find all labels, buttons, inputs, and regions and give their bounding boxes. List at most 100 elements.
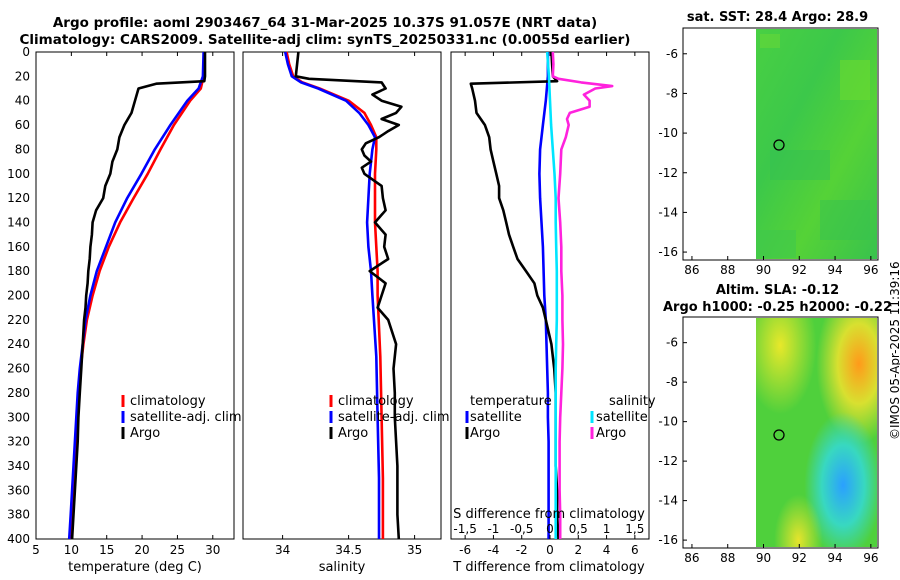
map-lon-tick-label: 90 xyxy=(756,551,771,565)
map-lon-tick-label: 86 xyxy=(684,551,699,565)
s-difference-tick-label: 0,5 xyxy=(569,522,588,536)
depth-tick-label: 240 xyxy=(7,337,30,351)
t-difference-tick-label: 6 xyxy=(631,543,639,557)
temperature-satellite-adj-clim-line xyxy=(67,51,205,540)
depth-tick-label: 280 xyxy=(7,386,30,400)
depth-tick-label: 220 xyxy=(7,313,30,327)
map-lon-tick-label: 96 xyxy=(863,263,878,277)
temperature-panel-frame xyxy=(35,51,235,540)
salinity-tick-label: 35 xyxy=(407,543,422,557)
depth-tick-label: 140 xyxy=(7,215,30,229)
depth-tick-label: 200 xyxy=(7,289,30,303)
temperature-tick-label: 15 xyxy=(99,543,114,557)
map-lat-tick-label: -16 xyxy=(658,533,678,547)
depth-tick-label: 20 xyxy=(15,69,30,83)
map-lon-tick-label: 92 xyxy=(792,263,807,277)
sst-map-title: sat. SST: 28.4 Argo: 28.9 xyxy=(686,10,869,25)
t-difference-tick-label: 4 xyxy=(603,543,611,557)
map-lat-tick-label: -10 xyxy=(658,126,678,140)
t-difference-axis-label: T difference from climatology xyxy=(452,560,645,575)
depth-tick-label: 100 xyxy=(7,167,30,181)
salinity-panel-frame xyxy=(242,51,442,540)
depth-tick-label: 340 xyxy=(7,459,30,473)
map-lat-tick-label: -14 xyxy=(658,494,678,508)
salinity-tick-label: 34 xyxy=(275,543,290,557)
salinity-argo-line xyxy=(294,51,403,540)
map-lat-tick-label: -12 xyxy=(658,454,678,468)
temperature-axis-label: temperature (deg C) xyxy=(68,560,202,575)
difference-s-argo-line xyxy=(551,51,614,539)
depth-tick-label: 160 xyxy=(7,240,30,254)
depth-tick-label: 320 xyxy=(7,435,30,449)
t-difference-tick-label: -4 xyxy=(487,543,499,557)
sla-map: 86 88 90 92 94 96 -6 -8 -10 -12 -14 -16 xyxy=(658,316,879,565)
s-difference-tick-label: -1,5 xyxy=(453,522,476,536)
salinity-tick-label: 34.5 xyxy=(335,543,362,557)
difference-s-satellite-line xyxy=(545,51,559,539)
difference-t-satellite-line xyxy=(538,52,550,539)
map-lon-tick-label: 90 xyxy=(756,263,771,277)
argo-location-marker xyxy=(773,139,785,151)
map-lat-tick-label: -14 xyxy=(658,205,678,219)
map-lon-tick-label: 96 xyxy=(863,551,878,565)
map-lat-tick-label: -10 xyxy=(658,415,678,429)
s-difference-axis-label: S difference from climatology xyxy=(453,507,645,522)
salinity-axis-label: salinity xyxy=(319,560,366,575)
map-lon-tick-label: 94 xyxy=(827,263,842,277)
s-difference-tick-label: 0 xyxy=(546,522,554,536)
salinity-panel: 34 34.5 35 salinity climatology satellite-… xyxy=(242,51,450,575)
s-difference-tick-label: -0,5 xyxy=(510,522,533,536)
map-lat-tick-label: -16 xyxy=(658,245,678,259)
legend-climatology: climatology xyxy=(130,394,206,409)
argo-location-marker xyxy=(773,429,785,441)
depth-tick-label: 40 xyxy=(15,94,30,108)
legend-temperature-title: temperature xyxy=(470,394,552,409)
depth-tick-label: 80 xyxy=(15,142,30,156)
map-lon-tick-label: 88 xyxy=(720,551,735,565)
legend-s-argo: Argo xyxy=(596,426,626,441)
sla-map-title: Altim. SLA: -0.12 xyxy=(715,283,840,298)
legend-t-argo: Argo xyxy=(470,426,500,441)
difference-panel: -6 -4 -2 0 2 4 6 -1,5 -1 -0,5 0 0,5 1 1,5 S differen… xyxy=(450,51,656,575)
difference-legend: temperature satellite Argo salinity sate… xyxy=(465,394,656,441)
depth-tick-label: 180 xyxy=(7,264,30,278)
t-difference-tick-label: -6 xyxy=(459,543,471,557)
legend-s-satellite: satellite xyxy=(596,410,648,425)
t-difference-tick-label: -2 xyxy=(516,543,528,557)
temperature-tick-label: 5 xyxy=(32,543,40,557)
s-difference-tick-label: -1 xyxy=(487,522,499,536)
plot-title-line2: Climatology: CARS2009. Satellite-adj cli… xyxy=(19,32,631,48)
salinity-legend: climatology satellite-adj. clim Argo xyxy=(329,394,450,441)
temperature-tick-label: 10 xyxy=(64,543,79,557)
sst-map: 86 88 90 92 94 96 -6 -8 -10 -12 -14 -16 xyxy=(658,27,879,277)
depth-axis-ticks: 0 20 40 60 80 100 120 140 160 180 200 220 240 260 280 3… xyxy=(7,45,649,546)
depth-tick-label: 0 xyxy=(22,45,30,59)
temperature-tick-label: 20 xyxy=(134,543,149,557)
difference-panel-frame xyxy=(450,51,650,540)
legend-climatology: climatology xyxy=(338,394,414,409)
s-difference-tick-label: 1 xyxy=(603,522,611,536)
temperature-legend: climatology satellite-adj. clim Argo xyxy=(121,394,242,441)
map-lat-tick-label: -6 xyxy=(666,336,678,350)
plot-title-line1: Argo profile: aoml 2903467_64 31-Mar-202… xyxy=(52,15,598,31)
depth-tick-label: 380 xyxy=(7,508,30,522)
sla-map-subtitle: Argo h1000: -0.25 h2000: -0.22 xyxy=(662,300,893,315)
temperature-tick-label: 25 xyxy=(170,543,185,557)
map-lat-tick-label: -8 xyxy=(666,375,678,389)
map-lat-tick-label: -8 xyxy=(666,86,678,100)
legend-argo: Argo xyxy=(338,426,368,441)
map-lon-tick-label: 86 xyxy=(684,263,699,277)
legend-salinity-title: salinity xyxy=(609,394,656,409)
depth-tick-label: 360 xyxy=(7,483,30,497)
map-lon-tick-label: 92 xyxy=(792,551,807,565)
depth-tick-label: 260 xyxy=(7,362,30,376)
t-difference-tick-label: 0 xyxy=(546,543,554,557)
t-difference-tick-label: 2 xyxy=(574,543,582,557)
legend-argo: Argo xyxy=(130,426,160,441)
temperature-panel: 5 10 15 20 25 30 temperature (deg C) climatol… xyxy=(32,51,242,575)
legend-satellite-adj: satellite-adj. clim xyxy=(338,410,450,425)
map-lat-tick-label: -12 xyxy=(658,166,678,180)
temperature-tick-label: 30 xyxy=(205,543,220,557)
legend-t-satellite: satellite xyxy=(470,410,522,425)
